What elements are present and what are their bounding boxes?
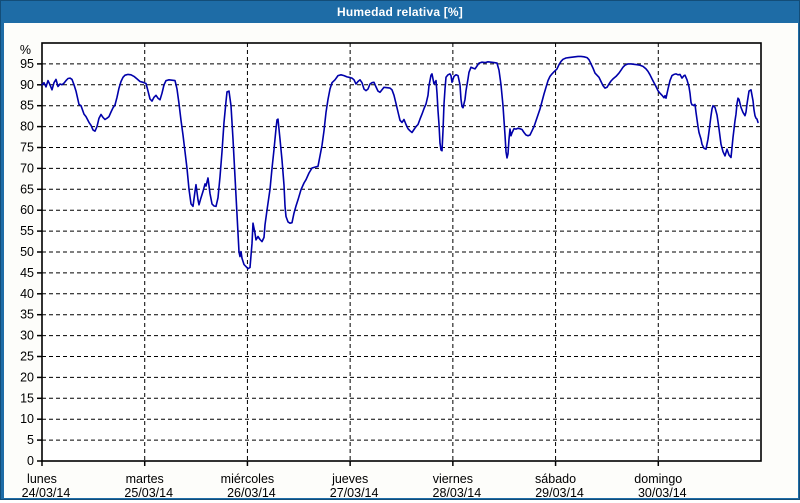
x-date-label-miércoles: 26/03/14 bbox=[227, 486, 276, 498]
y-tick-label-0: 0 bbox=[27, 454, 34, 468]
y-tick-label-55: 55 bbox=[20, 224, 34, 238]
y-tick-label-80: 80 bbox=[20, 120, 34, 134]
x-date-label-viernes: 28/03/14 bbox=[433, 486, 482, 498]
page-title: Humedad relativa [%] bbox=[336, 5, 464, 19]
y-tick-label-65: 65 bbox=[20, 182, 34, 196]
y-tick-label-25: 25 bbox=[20, 350, 34, 364]
x-day-label-miércoles: miércoles bbox=[221, 472, 275, 486]
x-day-label-sábado: sábado bbox=[535, 472, 576, 486]
x-day-label-martes: martes bbox=[126, 472, 164, 486]
x-day-label-viernes: viernes bbox=[433, 472, 473, 486]
y-tick-label-40: 40 bbox=[20, 287, 34, 301]
y-tick-label-15: 15 bbox=[20, 391, 34, 405]
x-day-label-domingo: domingo bbox=[634, 472, 682, 486]
x-date-label-sábado: 29/03/14 bbox=[535, 486, 584, 498]
humidity-line-chart: 0 5 10 15 20 25 30 35 40 45 50 55 60 65 70 75 80 85 90 95% l… bbox=[20, 42, 762, 500]
y-axis-unit-label: % bbox=[20, 43, 31, 57]
y-tick-label-35: 35 bbox=[20, 308, 34, 322]
y-tick-label-5: 5 bbox=[27, 433, 34, 447]
x-date-label-martes: 25/03/14 bbox=[124, 486, 173, 498]
series-line-humedad-relativa bbox=[41, 55, 759, 270]
x-day-label-jueves: jueves bbox=[331, 472, 368, 486]
chart-content-area: 0 5 10 15 20 25 30 35 40 45 50 55 60 65 70 75 80 85 90 95% l… bbox=[4, 23, 798, 500]
y-tick-label-10: 10 bbox=[20, 412, 34, 426]
y-tick-label-70: 70 bbox=[20, 161, 34, 175]
x-date-label-jueves: 27/03/14 bbox=[330, 486, 379, 498]
y-tick-label-85: 85 bbox=[20, 99, 34, 113]
y-tick-label-45: 45 bbox=[20, 266, 34, 280]
y-tick-label-60: 60 bbox=[20, 203, 34, 217]
y-tick-label-50: 50 bbox=[20, 245, 34, 259]
x-date-label-domingo: 30/03/14 bbox=[638, 486, 687, 498]
y-tick-label-30: 30 bbox=[20, 329, 34, 343]
y-tick-label-75: 75 bbox=[20, 141, 34, 155]
title-bar: Humedad relativa [%] bbox=[1, 1, 799, 23]
y-tick-label-90: 90 bbox=[20, 78, 34, 92]
plot-border bbox=[41, 42, 762, 462]
x-day-label-lunes: lunes bbox=[27, 472, 57, 486]
y-tick-label-95: 95 bbox=[20, 57, 34, 71]
x-date-label-lunes: 24/03/14 bbox=[22, 486, 71, 498]
y-tick-label-20: 20 bbox=[20, 370, 34, 384]
